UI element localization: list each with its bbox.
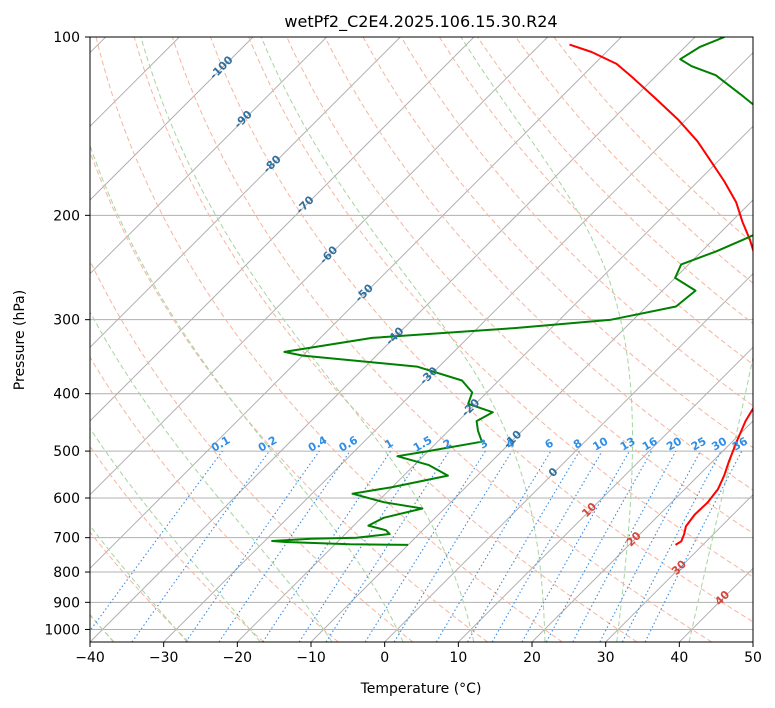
y-tick-label: 400 <box>53 387 80 403</box>
y-axis-ticks: 100 200 300 400 500 600 700 800 900 1000 <box>44 30 90 638</box>
chart-title: wetPf2_C2E4.2025.106.15.30.R24 <box>284 12 557 32</box>
dry-adiabat <box>90 356 339 642</box>
isobar-grid <box>90 37 753 630</box>
mixing-ratio-line <box>572 450 677 642</box>
dry-adiabat <box>171 37 712 642</box>
y-tick-label: 200 <box>53 208 80 224</box>
mixing-ratio-line <box>90 450 223 632</box>
x-tick-label: −30 <box>149 650 179 666</box>
mixing-ratio-line <box>185 450 320 642</box>
isotherm-line <box>90 37 549 496</box>
y-tick-label: 100 <box>53 30 80 46</box>
mixing-ratio-line <box>298 450 425 642</box>
isotherm-line <box>90 37 401 349</box>
mixing-ratio-line <box>262 450 392 642</box>
moist-adiabat <box>90 144 404 642</box>
x-tick-label: 40 <box>670 650 688 666</box>
isotherm-line <box>90 37 254 201</box>
moist-adiabat <box>260 37 546 642</box>
isotherm-line <box>90 37 696 642</box>
dry-adiabat <box>324 37 753 491</box>
moist-adiabat <box>90 310 333 642</box>
x-tick-label: 10 <box>449 650 467 666</box>
y-tick-label: 800 <box>53 565 80 581</box>
isotherm-line <box>90 37 328 275</box>
y-tick-label: 600 <box>53 491 80 507</box>
dry-adiabat <box>95 37 563 642</box>
x-tick-label: −10 <box>296 650 326 666</box>
dry-adiabats <box>90 37 753 642</box>
x-tick-label: 50 <box>744 650 762 666</box>
isotherm-line <box>531 420 753 642</box>
isotherm-line <box>384 272 753 642</box>
y-tick-label: 700 <box>53 531 80 547</box>
y-axis-label: Pressure (hPa) <box>12 290 28 390</box>
dry-adiabat <box>400 37 753 407</box>
isotherm-line <box>457 346 753 642</box>
dry-adiabat <box>133 37 638 642</box>
dry-adiabat <box>248 37 753 578</box>
mixing-ratio-line <box>218 450 351 642</box>
x-axis-label: Temperature (°C) <box>360 681 482 697</box>
mixing-ratio-line <box>521 450 630 642</box>
plot-frame <box>89 36 754 643</box>
x-tick-label: −40 <box>75 650 105 666</box>
dry-adiabat <box>90 150 488 642</box>
y-tick-label: 300 <box>53 313 80 329</box>
mixing-ratio-line <box>644 450 743 642</box>
mixing-ratio-line <box>325 450 450 642</box>
mixing-ratio-line <box>545 450 653 642</box>
dewpoint-trace <box>271 37 753 546</box>
moist-adiabat <box>140 37 475 642</box>
y-tick-label: 1000 <box>44 622 80 638</box>
dry-adiabat <box>210 37 753 623</box>
x-tick-label: 20 <box>523 650 541 666</box>
dry-adiabat <box>515 37 753 284</box>
moist-adiabats <box>90 37 753 642</box>
dry-adiabat <box>438 37 753 366</box>
moist-adiabat <box>688 355 753 642</box>
temperature-trace <box>569 43 753 546</box>
isotherm-line <box>605 493 753 642</box>
isotherm-line <box>90 37 475 422</box>
x-axis-ticks: −40 −30 −20 −10 0 10 20 30 40 50 <box>75 642 762 666</box>
isotherm-line <box>236 125 753 642</box>
mixing-ratio-lines <box>90 450 743 642</box>
mixing-ratio-line <box>131 450 270 642</box>
isotherm-grid <box>90 37 753 642</box>
dry-adiabat <box>90 259 414 642</box>
sounding-traces <box>271 37 753 546</box>
x-tick-label: 30 <box>597 650 615 666</box>
y-tick-label: 900 <box>53 595 80 611</box>
isotherm-line <box>163 51 753 642</box>
dry-adiabat <box>90 445 264 642</box>
x-tick-label: 0 <box>380 650 389 666</box>
dry-adiabat <box>90 531 190 642</box>
isotherm-line <box>90 37 622 570</box>
x-tick-label: −20 <box>223 650 253 666</box>
mixing-ratio-line <box>393 450 513 642</box>
y-tick-label: 500 <box>53 444 80 460</box>
moist-adiabat <box>90 427 261 642</box>
